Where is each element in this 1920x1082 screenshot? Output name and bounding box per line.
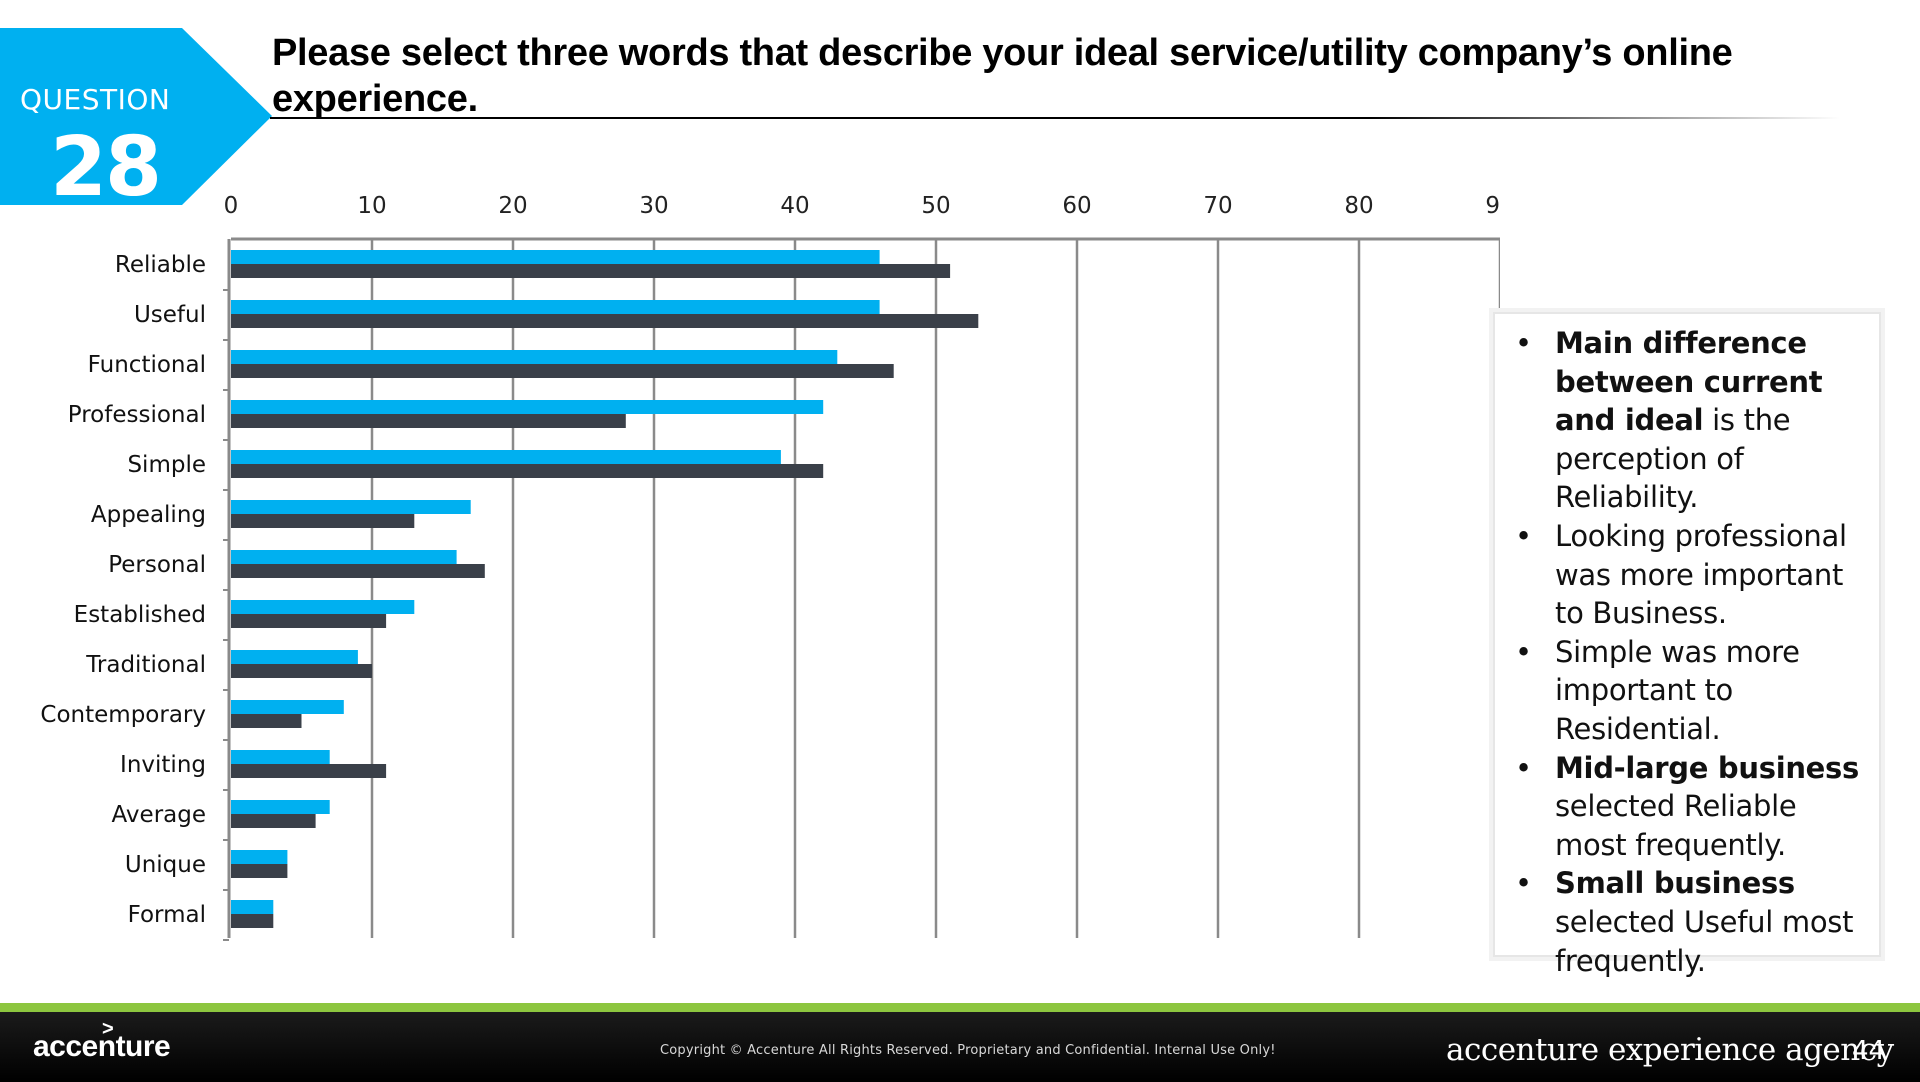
badge-arrow-shape	[0, 28, 272, 205]
page-title: Please select three words that describe …	[272, 32, 1733, 120]
category-label: Average	[112, 802, 206, 828]
category-label: Professional	[68, 402, 206, 428]
accenture-logo: accenture	[33, 1030, 171, 1063]
bar-series2-established	[231, 614, 387, 628]
x-axis-ticks: 0102030405060708090100	[224, 193, 1500, 219]
category-label: Personal	[108, 552, 206, 578]
category-label: Inviting	[120, 752, 206, 778]
x-tick-label: 40	[780, 193, 809, 219]
insight-text: selected Useful most frequently.	[1555, 904, 1854, 978]
copyright-text: Copyright © Accenture All Rights Reserve…	[660, 1043, 1276, 1058]
insight-item: Small business selected Useful most freq…	[1515, 864, 1869, 980]
accenture-chevron-icon: >	[102, 1018, 114, 1040]
x-tick-label: 20	[498, 193, 527, 219]
insight-text: Simple was more important to Residential…	[1555, 634, 1800, 746]
badge-number: 28	[50, 120, 162, 215]
x-tick-label: 10	[357, 193, 386, 219]
bar-series2-inviting	[231, 764, 387, 778]
title-underline	[270, 117, 1840, 119]
bar-series1-contemporary	[231, 700, 344, 714]
bar-series2-unique	[231, 864, 288, 878]
axes	[223, 237, 1500, 941]
bar-series1-inviting	[231, 750, 330, 764]
footer-bar	[0, 1012, 1920, 1082]
agency-name: accenture experience agency	[1446, 1032, 1894, 1068]
bar-series2-average	[231, 814, 316, 828]
category-label: Formal	[128, 902, 206, 928]
category-label: Functional	[88, 352, 206, 378]
bar-series2-professional	[231, 414, 626, 428]
bar-series2-appealing	[231, 514, 415, 528]
bar-series1-professional	[231, 400, 824, 414]
x-tick-label: 0	[224, 193, 239, 219]
insight-text: is the perception of Reliability.	[1555, 403, 1791, 515]
insight-text: selected Reliable most frequently.	[1555, 789, 1797, 862]
bar-series1-useful	[231, 300, 880, 314]
bar-series2-useful	[231, 314, 979, 328]
insights-list: Main difference between current and idea…	[1495, 314, 1879, 980]
category-labels: Reliable Useful Functional Professional Simp…	[40, 252, 206, 928]
insight-item: Main difference between current and idea…	[1515, 324, 1869, 517]
bar-series2-contemporary	[231, 714, 302, 728]
bar-series1-personal	[231, 550, 457, 564]
category-label: Established	[74, 602, 206, 628]
x-tick-label: 90	[1485, 193, 1500, 219]
bar-series2-formal	[231, 914, 274, 928]
category-label: Reliable	[115, 252, 206, 278]
bar-series1-average	[231, 800, 330, 814]
bar-series1-established	[231, 600, 415, 614]
x-tick-label: 60	[1062, 193, 1091, 219]
bar-series1-reliable	[231, 250, 880, 264]
bar-series2-functional	[231, 364, 894, 378]
insight-text: Looking professional was more important …	[1555, 518, 1847, 631]
insight-emphasis: Mid-large business	[1555, 750, 1859, 785]
bar-series2-simple	[231, 464, 824, 478]
gridlines	[370, 239, 1500, 938]
bar-series2-traditional	[231, 664, 372, 678]
bar-series1-appealing	[231, 500, 471, 514]
insight-emphasis: Small business	[1555, 866, 1795, 901]
category-label: Unique	[125, 852, 206, 878]
insight-item: Mid-large business selected Reliable mos…	[1515, 749, 1869, 865]
bar-series1-formal	[231, 900, 274, 914]
category-label: Contemporary	[40, 702, 206, 728]
footer-accent-stripe	[0, 1003, 1920, 1012]
bar-series1-unique	[231, 850, 288, 864]
question-badge: QUESTION 28	[0, 28, 272, 215]
category-label: Traditional	[85, 652, 206, 678]
bars	[231, 250, 979, 928]
x-tick-label: 70	[1203, 193, 1232, 219]
badge-label: QUESTION	[20, 83, 171, 116]
bar-series1-traditional	[231, 650, 358, 664]
x-tick-label: 50	[921, 193, 950, 219]
category-label: Appealing	[91, 502, 206, 528]
bar-series2-personal	[231, 564, 485, 578]
category-label: Simple	[127, 452, 206, 478]
insights-box: Main difference between current and idea…	[1493, 312, 1881, 978]
category-label: Useful	[134, 302, 206, 328]
bar-series1-functional	[231, 350, 838, 364]
x-tick-label: 80	[1344, 193, 1373, 219]
insight-item: Looking professional was more important …	[1515, 517, 1869, 633]
insight-item: Simple was more important to Residential…	[1515, 633, 1869, 749]
bar-series2-reliable	[231, 264, 951, 278]
x-tick-label: 30	[639, 193, 668, 219]
page-number: 44	[1852, 1036, 1886, 1066]
bar-series1-simple	[231, 450, 781, 464]
insight-emphasis: Main difference between current and idea…	[1555, 326, 1823, 438]
bar-chart: 0102030405060708090100 ReliableUsefulFun…	[40, 193, 1500, 941]
